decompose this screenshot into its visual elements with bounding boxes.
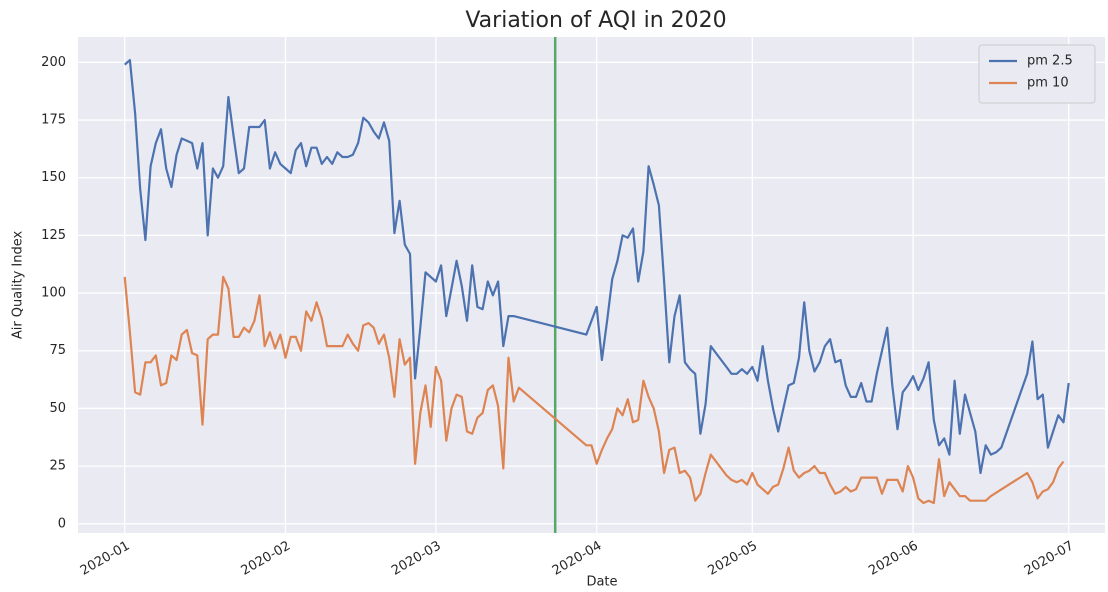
y-tick-label: 50 [49,401,66,416]
x-tick-label: 2020-04 [550,539,605,579]
x-tick-label: 2020-05 [705,539,760,579]
x-tick-label: 2020-01 [78,539,133,579]
y-tick-label: 150 [41,170,66,185]
y-tick-label: 125 [41,228,66,243]
y-tick-label: 75 [49,343,66,358]
x-axis-label: Date [586,575,617,590]
y-axis-label: Air Quality Index [11,231,26,340]
y-tick-label: 25 [49,459,66,474]
x-tick-label: 2020-06 [866,539,921,579]
y-tick-label: 200 [41,55,66,70]
x-tick-label: 2020-02 [239,539,294,579]
series-line [123,59,1070,475]
chart-title: Variation of AQI in 2020 [465,8,726,33]
y-tick-label: 100 [41,286,66,301]
y-tick-label: 0 [58,516,66,531]
series-line [123,275,1065,505]
y-tick-label: 175 [41,113,66,128]
legend-label: pm 2.5 [1027,54,1073,69]
legend-box [978,44,1096,104]
plot-area [78,37,1105,533]
legend-label: pm 10 [1027,76,1069,91]
x-tick-label: 2020-07 [1022,539,1077,579]
x-tick-label: 2020-03 [389,539,444,579]
